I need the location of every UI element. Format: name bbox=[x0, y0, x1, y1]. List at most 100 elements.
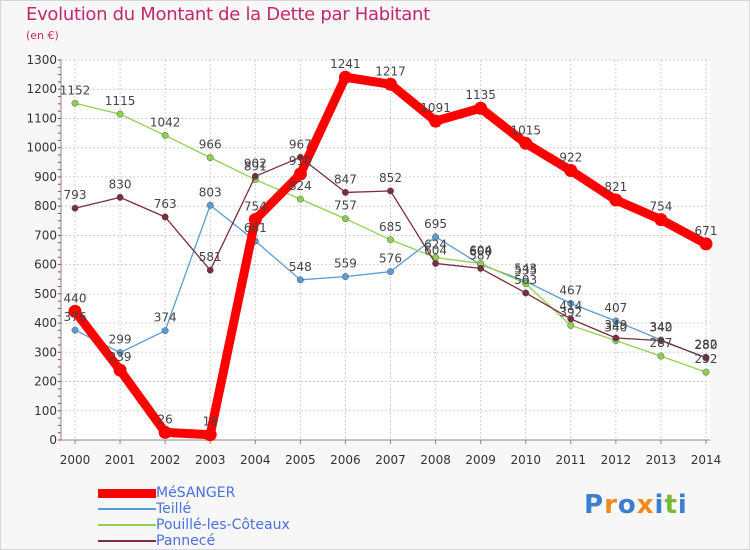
data-label: 374 bbox=[154, 311, 177, 325]
x-tick-label: 2007 bbox=[375, 453, 406, 467]
x-tick-label: 2005 bbox=[285, 453, 316, 467]
data-label: 1217 bbox=[375, 64, 406, 78]
data-label: 1115 bbox=[105, 94, 136, 108]
data-point bbox=[116, 193, 124, 201]
data-point bbox=[522, 280, 530, 288]
legend-swatch bbox=[98, 524, 156, 526]
logo-letter: i bbox=[677, 490, 688, 520]
data-label: 282 bbox=[695, 338, 718, 352]
data-point bbox=[702, 354, 710, 362]
data-point bbox=[296, 195, 304, 203]
data-label: 852 bbox=[379, 171, 402, 185]
data-label: 681 bbox=[244, 221, 267, 235]
data-point bbox=[522, 289, 530, 297]
y-tick-label: 300 bbox=[34, 345, 57, 359]
data-point bbox=[612, 317, 620, 325]
data-point bbox=[657, 352, 665, 360]
y-tick-label: 900 bbox=[34, 170, 57, 184]
data-label: 1091 bbox=[420, 101, 451, 115]
logo-letter: r bbox=[604, 490, 618, 520]
data-label: 407 bbox=[604, 301, 627, 315]
data-label: 392 bbox=[559, 305, 582, 319]
data-label: 754 bbox=[649, 200, 672, 214]
x-tick-label: 2014 bbox=[691, 453, 722, 467]
legend-label: MéSANGER bbox=[156, 485, 236, 501]
x-tick-label: 2004 bbox=[240, 453, 271, 467]
data-label: 754 bbox=[244, 200, 267, 214]
data-point bbox=[429, 114, 443, 128]
y-tick-label: 700 bbox=[34, 228, 57, 242]
data-label: 966 bbox=[199, 138, 222, 152]
legend-item: MéSANGER bbox=[98, 485, 235, 501]
legend-item: Pannecé bbox=[98, 533, 215, 549]
data-label: 803 bbox=[199, 185, 222, 199]
y-tick-label: 1300 bbox=[26, 53, 57, 67]
data-label: 624 bbox=[424, 238, 447, 252]
x-tick-label: 2011 bbox=[556, 453, 587, 467]
data-point bbox=[71, 99, 79, 107]
data-label: 604 bbox=[469, 243, 492, 257]
data-label: 1015 bbox=[510, 123, 541, 137]
data-label: 287 bbox=[649, 336, 672, 350]
data-point bbox=[203, 428, 217, 442]
data-label: 695 bbox=[424, 217, 447, 231]
data-point bbox=[206, 201, 214, 209]
data-label: 376 bbox=[64, 310, 87, 324]
data-point bbox=[612, 334, 620, 342]
data-point bbox=[702, 368, 710, 376]
data-label: 299 bbox=[109, 333, 132, 347]
data-point bbox=[293, 167, 307, 181]
data-point bbox=[296, 276, 304, 284]
y-tick-label: 0 bbox=[49, 433, 57, 447]
y-tick-label: 1200 bbox=[26, 82, 57, 96]
data-point bbox=[432, 233, 440, 241]
data-point bbox=[206, 154, 214, 162]
data-label: 600 bbox=[469, 245, 492, 259]
data-point bbox=[657, 337, 665, 345]
data-point bbox=[432, 259, 440, 267]
data-label: 239 bbox=[109, 350, 132, 364]
data-label: 821 bbox=[604, 180, 627, 194]
data-label: 543 bbox=[514, 261, 537, 275]
data-label: 548 bbox=[289, 260, 312, 274]
data-label: 685 bbox=[379, 220, 402, 234]
data-label: 280 bbox=[695, 338, 718, 352]
y-tick-label: 600 bbox=[34, 258, 57, 272]
data-point bbox=[113, 363, 127, 377]
x-tick-label: 2003 bbox=[195, 453, 226, 467]
data-label: 902 bbox=[244, 156, 267, 170]
data-label: 967 bbox=[289, 137, 312, 151]
data-label: 793 bbox=[64, 188, 87, 202]
x-tick-label: 2009 bbox=[465, 453, 496, 467]
proxiti-logo: Proxiti bbox=[584, 490, 688, 520]
data-point bbox=[384, 77, 397, 91]
data-label: 467 bbox=[559, 283, 582, 297]
chart-title: Evolution du Montant de la Dette par Hab… bbox=[26, 4, 430, 25]
data-label: 1241 bbox=[330, 57, 361, 71]
data-label: 587 bbox=[469, 248, 492, 262]
data-label: 891 bbox=[244, 160, 267, 174]
legend-label: Pouillé-les-Côteaux bbox=[156, 517, 290, 533]
data-point bbox=[609, 193, 623, 207]
data-label: 604 bbox=[424, 243, 447, 257]
x-tick-label: 2001 bbox=[105, 453, 136, 467]
data-label: 576 bbox=[379, 252, 402, 266]
logo-letter: P bbox=[584, 490, 605, 520]
legend-item: Teillé bbox=[98, 501, 191, 517]
data-point bbox=[248, 213, 262, 227]
data-point bbox=[567, 300, 575, 307]
data-label: 847 bbox=[334, 172, 357, 186]
data-point bbox=[341, 215, 349, 223]
data-point bbox=[567, 321, 575, 329]
data-label: 757 bbox=[334, 199, 357, 213]
data-point bbox=[699, 237, 713, 251]
logo-letter: t bbox=[664, 490, 678, 520]
data-point bbox=[116, 349, 124, 357]
y-tick-label: 1100 bbox=[26, 111, 57, 125]
data-label: 830 bbox=[109, 177, 132, 191]
data-point bbox=[477, 264, 485, 272]
data-point bbox=[474, 101, 488, 115]
data-label: 922 bbox=[559, 150, 582, 164]
data-label: 581 bbox=[199, 250, 222, 264]
